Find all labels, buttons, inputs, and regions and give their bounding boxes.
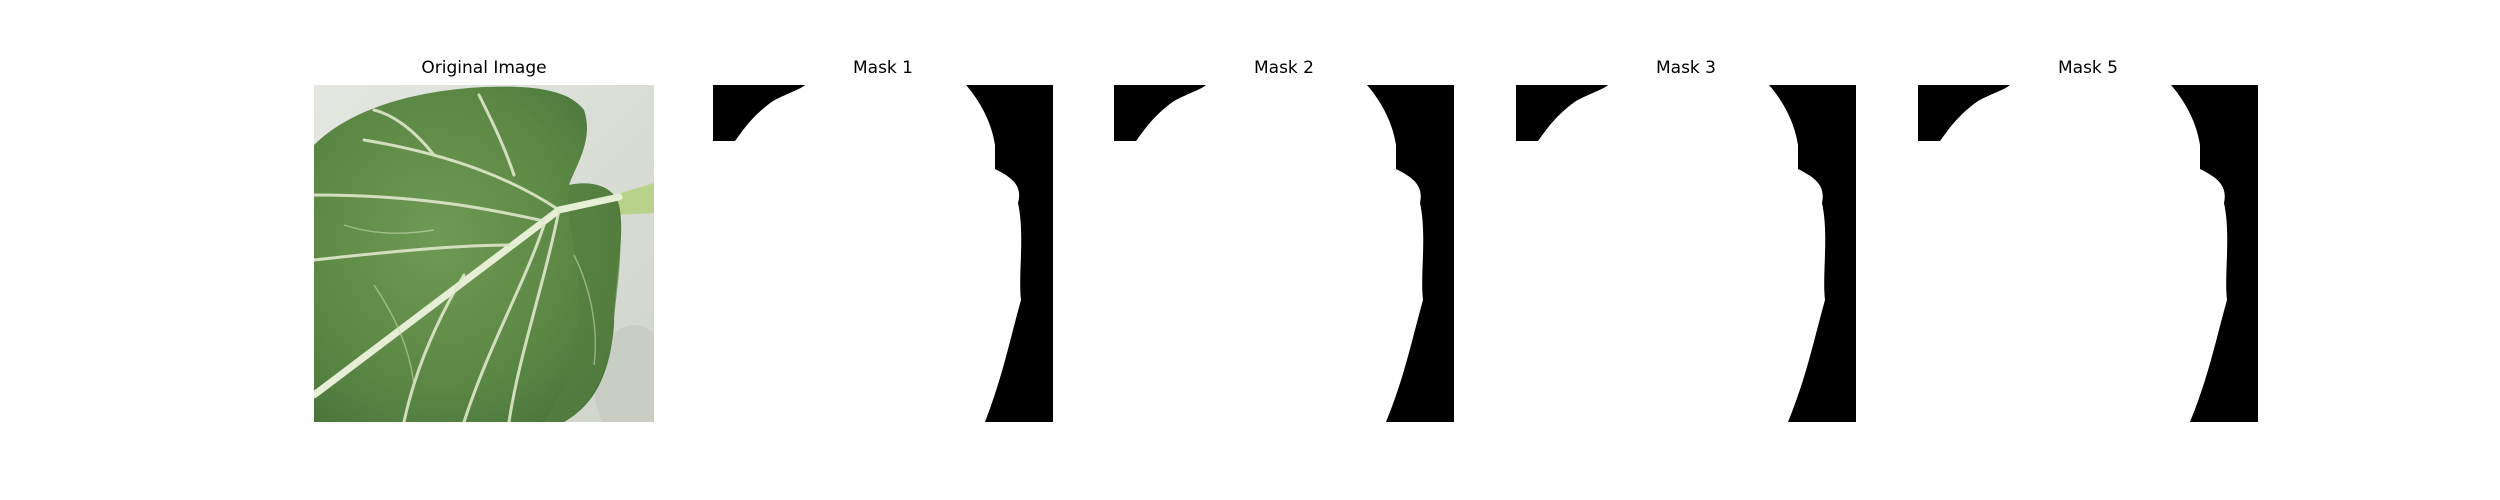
mask-image [1114,85,1454,422]
panel-title: Mask 5 [2057,58,2118,78]
panel-title: Mask 1 [852,58,913,78]
leaf-photo [314,85,654,422]
mask-image [1918,85,2258,422]
panel-title: Mask 3 [1655,58,1716,78]
panel-title: Mask 2 [1253,58,1314,78]
panel-title: Original Image [421,58,547,78]
mask-image [713,85,1053,422]
mask-image [1516,85,1856,422]
